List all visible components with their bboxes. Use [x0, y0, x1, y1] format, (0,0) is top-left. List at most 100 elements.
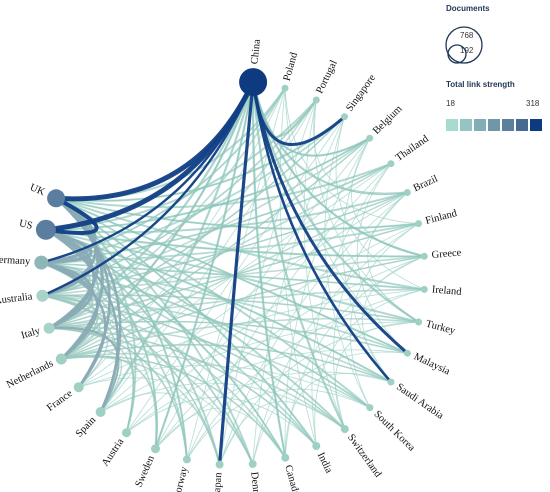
link-netherlands-greece [60, 255, 426, 360]
link-malaysia-austria [126, 349, 408, 434]
node-india [312, 442, 321, 450]
link-china-germany [40, 80, 255, 264]
node-finland [415, 220, 422, 228]
link-netherlands-sweden [60, 355, 159, 450]
link-australia-china [41, 81, 254, 297]
strength-legend-max: 318 [526, 99, 540, 108]
scale-swatch [516, 119, 528, 131]
label-poland: Poland [282, 51, 301, 83]
link-netherlands-japan [60, 356, 221, 466]
link-netherlands-portugal [60, 99, 318, 360]
label-norway: Norway [171, 465, 190, 492]
label-germany: Germany [0, 254, 31, 267]
link-china-australia [41, 81, 255, 297]
label-uk: UK [28, 182, 47, 198]
link-italy-spain [48, 326, 120, 413]
node-turkey [415, 318, 423, 326]
strength-legend-title: Total link strength [446, 80, 515, 89]
label-canada: Canada [282, 464, 301, 492]
legend: Documents 768 192 Total link strength 18… [445, 4, 542, 131]
link-china-australia [41, 80, 255, 297]
link-us-australia [40, 228, 93, 298]
link-us-spain [44, 228, 119, 414]
link-china-saudi-arabia [251, 80, 393, 384]
link-us-germany [39, 228, 93, 265]
label-saudi-arabia: Saudi Arabia [394, 382, 445, 422]
node-poland [281, 84, 289, 92]
node-norway [182, 455, 191, 464]
documents-legend-large-circle [445, 26, 483, 64]
label-us: US [18, 218, 34, 232]
label-india: India [315, 451, 334, 476]
documents-legend-large-value: 768 [460, 31, 474, 40]
node-ireland [420, 285, 428, 293]
label-japan: Japan [212, 471, 225, 492]
node-netherlands [55, 353, 67, 365]
collaboration-links [39, 79, 426, 467]
documents-legend-small-value: 192 [460, 46, 474, 55]
documents-legend-title: Documents [446, 4, 490, 13]
link-greece-sweden [155, 255, 425, 450]
node-france [73, 382, 84, 393]
label-china: China [249, 38, 263, 64]
node-thailand [387, 160, 395, 168]
label-france: France [45, 388, 75, 414]
node-south-korea [366, 404, 374, 412]
scale-swatch [460, 119, 472, 131]
node-canada [281, 453, 290, 462]
node-italy [43, 322, 55, 334]
node-australia [36, 289, 49, 302]
label-belgium: Belgium [371, 104, 404, 137]
scale-swatch [530, 119, 542, 131]
label-netherlands: Netherlands [5, 358, 55, 391]
node-greece [420, 252, 428, 260]
link-netherlands-italy [48, 321, 101, 360]
link-italy-australia [41, 294, 94, 329]
label-denmark: Denmark [248, 471, 263, 492]
link-australia-germany [40, 261, 91, 297]
label-portugal: Portugal [314, 59, 339, 96]
link-finland-denmark [252, 223, 419, 465]
label-turkey: Turkey [425, 319, 457, 337]
node-switzerland [340, 425, 349, 434]
node-portugal [312, 96, 320, 104]
link-china-japan [218, 80, 255, 467]
scale-swatch [502, 119, 514, 131]
node-saudi-arabia [387, 378, 395, 386]
label-ireland: Ireland [431, 284, 462, 298]
node-japan [215, 460, 224, 469]
label-brazil: Brazil [412, 173, 440, 194]
label-switzerland: Switzerland [345, 432, 384, 480]
node-singapore [341, 113, 348, 121]
scale-swatch [446, 119, 458, 131]
label-malaysia: Malaysia [412, 351, 452, 377]
node-sweden [151, 444, 160, 454]
link-singapore-denmark [252, 116, 345, 465]
link-china-switzerland [252, 81, 346, 431]
label-thailand: Thailand [394, 133, 432, 164]
link-brazil-spain [100, 192, 408, 413]
node-belgium [366, 134, 374, 142]
link-uk-thailand [55, 162, 392, 209]
link-poland-finland [284, 87, 419, 225]
node-denmark [248, 460, 257, 468]
scale-swatch [488, 119, 500, 131]
node-spain [95, 407, 106, 417]
strength-legend-min: 18 [446, 99, 455, 108]
scale-swatch [474, 119, 486, 131]
label-singapore: Singapore [344, 72, 378, 113]
documents-legend-small-circle [447, 44, 467, 64]
link-italy-norway [48, 327, 188, 461]
link-netherlands-china [60, 81, 254, 360]
label-finland: Finland [424, 208, 459, 227]
country-nodes [34, 68, 428, 469]
node-us [35, 219, 56, 240]
label-south-korea: South Korea [372, 409, 418, 454]
link-ireland-india [314, 288, 425, 447]
label-italy: Italy [20, 325, 42, 341]
label-spain: Spain [74, 414, 99, 439]
strength-color-scale [446, 119, 542, 131]
link-ireland-france [78, 288, 425, 388]
node-brazil [403, 189, 411, 196]
